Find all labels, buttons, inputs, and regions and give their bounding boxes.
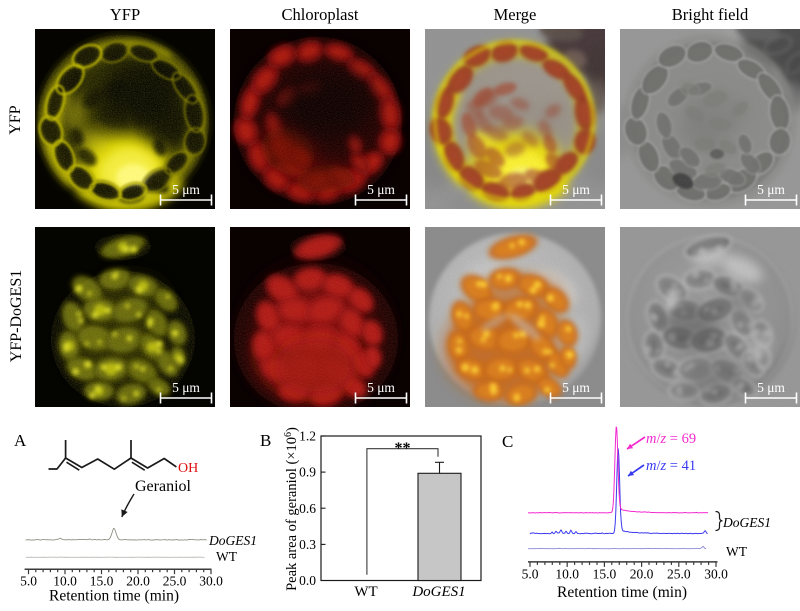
svg-text:5 μm: 5 μm xyxy=(367,380,395,395)
svg-text:5 μm: 5 μm xyxy=(757,182,785,197)
svg-text:Peak area of geraniol (×106): Peak area of geraniol (×106) xyxy=(283,427,301,591)
svg-text:B: B xyxy=(260,431,271,450)
svg-text:10.0: 10.0 xyxy=(53,574,77,589)
svg-text:5 μm: 5 μm xyxy=(562,380,590,395)
svg-text:Retention time (min): Retention time (min) xyxy=(557,584,687,601)
svg-text:20.0: 20.0 xyxy=(630,567,654,582)
svg-text:**: ** xyxy=(395,440,411,457)
svg-text:OH: OH xyxy=(178,461,198,476)
svg-text:0.9: 0.9 xyxy=(299,465,316,480)
svg-text:15.0: 15.0 xyxy=(90,574,114,589)
svg-text:25.0: 25.0 xyxy=(667,567,691,582)
svg-text:m/z = 69: m/z = 69 xyxy=(646,431,696,447)
svg-text:Geraniol: Geraniol xyxy=(135,478,192,495)
svg-text:A: A xyxy=(14,431,27,450)
svg-text:30.0: 30.0 xyxy=(199,574,223,589)
svg-text:DoGES1: DoGES1 xyxy=(722,515,771,530)
svg-text:DoGES1: DoGES1 xyxy=(208,533,257,548)
svg-text:20.0: 20.0 xyxy=(126,574,150,589)
svg-text:C: C xyxy=(502,432,513,451)
svg-text:5 μm: 5 μm xyxy=(172,182,200,197)
svg-text:25.0: 25.0 xyxy=(163,574,187,589)
svg-text:5 μm: 5 μm xyxy=(562,182,590,197)
svg-text:5.0: 5.0 xyxy=(522,567,539,582)
svg-text:5 μm: 5 μm xyxy=(172,380,200,395)
svg-text:10.0: 10.0 xyxy=(555,567,579,582)
svg-text:5 μm: 5 μm xyxy=(757,380,785,395)
svg-text:15.0: 15.0 xyxy=(593,567,617,582)
svg-text:0.6: 0.6 xyxy=(299,501,316,516)
svg-text:WT: WT xyxy=(726,544,748,559)
svg-text:Retention time (min): Retention time (min) xyxy=(49,588,179,605)
svg-text:1.2: 1.2 xyxy=(299,429,316,444)
svg-text:WT: WT xyxy=(216,549,238,564)
svg-text:0.0: 0.0 xyxy=(299,573,316,588)
svg-text:0.3: 0.3 xyxy=(299,537,316,552)
svg-text:30.0: 30.0 xyxy=(704,567,728,582)
svg-text:DoGES1: DoGES1 xyxy=(411,584,465,600)
svg-text:5 μm: 5 μm xyxy=(367,182,395,197)
svg-text:m/z = 41: m/z = 41 xyxy=(646,458,696,474)
svg-text:5.0: 5.0 xyxy=(20,574,37,589)
svg-text:WT: WT xyxy=(354,584,377,600)
